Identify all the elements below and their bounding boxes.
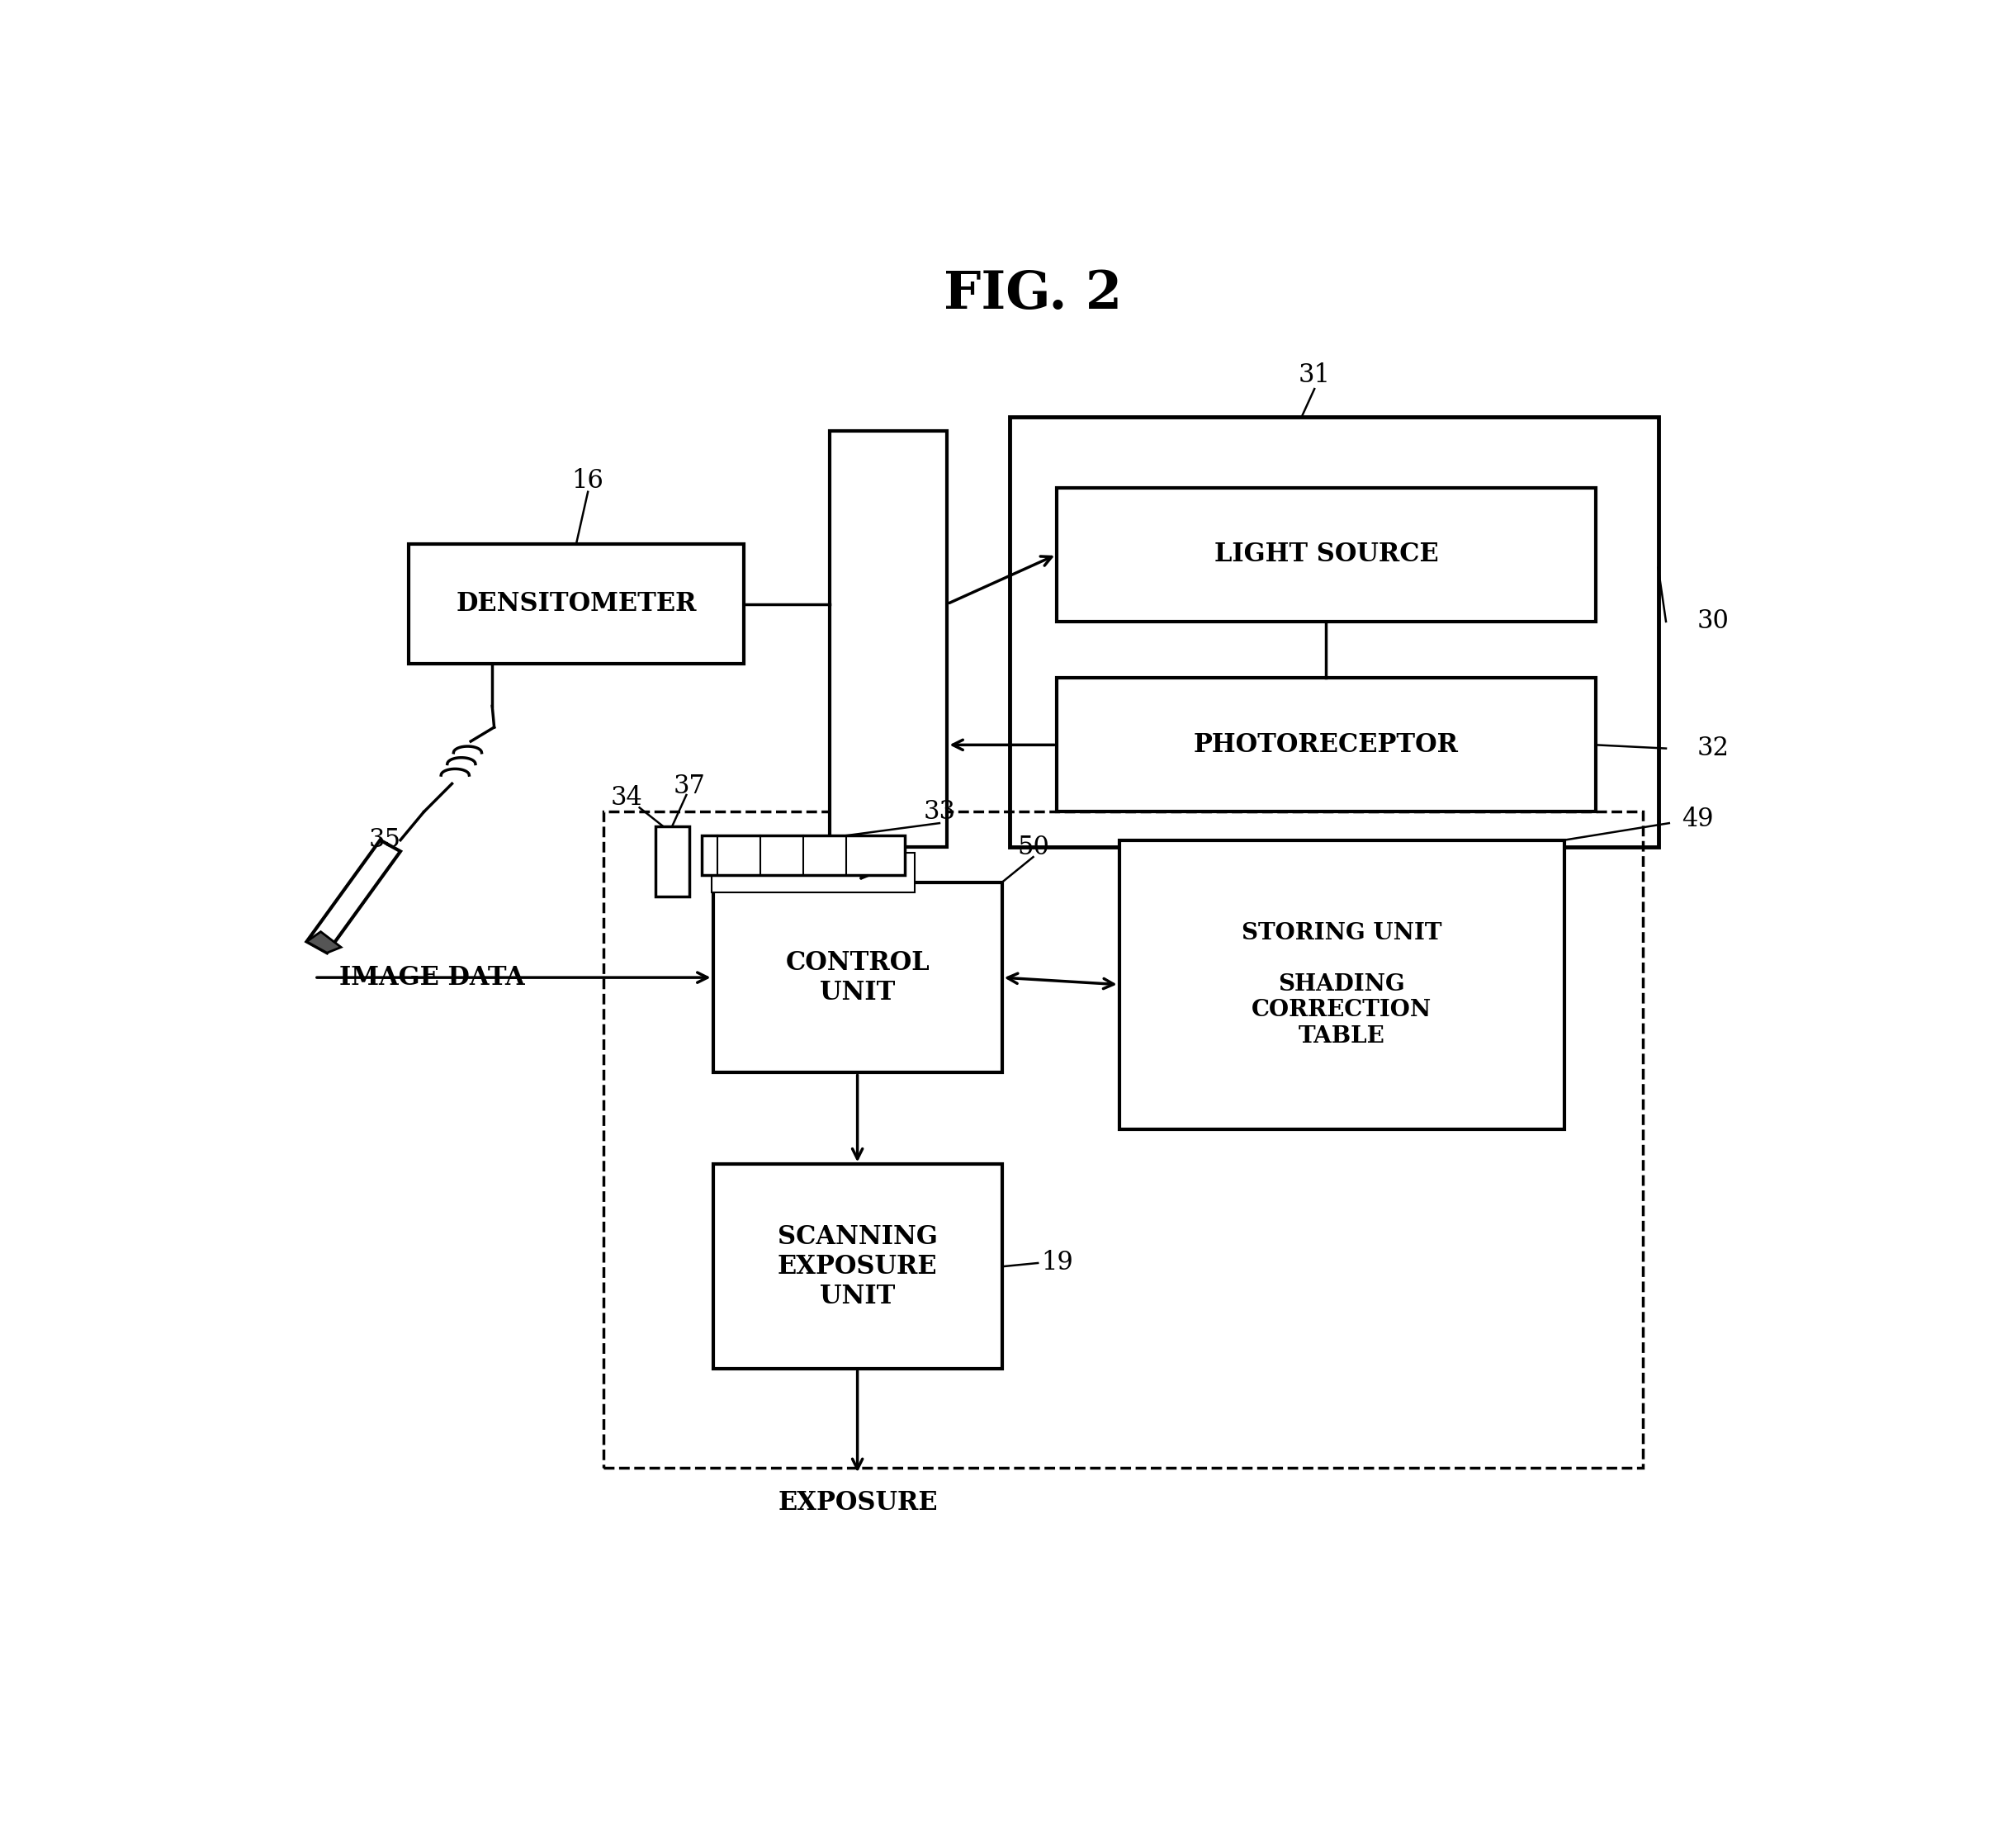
Polygon shape <box>306 840 401 952</box>
Text: 49: 49 <box>1681 806 1714 831</box>
Bar <box>603 811 1643 1467</box>
Text: 35: 35 <box>369 828 401 853</box>
Bar <box>831 432 948 848</box>
Text: 33: 33 <box>923 798 956 824</box>
Text: 30: 30 <box>1697 608 1730 634</box>
Text: 16: 16 <box>573 467 605 493</box>
Text: CONTROL
UNIT: CONTROL UNIT <box>786 950 929 1005</box>
Text: STORING UNIT

SHADING
CORRECTION
TABLE: STORING UNIT SHADING CORRECTION TABLE <box>1242 923 1441 1047</box>
Text: DENSITOMETER: DENSITOMETER <box>456 591 696 617</box>
Text: 37: 37 <box>673 775 706 800</box>
Text: 19: 19 <box>1040 1251 1073 1276</box>
Bar <box>1010 417 1659 848</box>
Bar <box>1119 840 1564 1130</box>
Bar <box>1056 487 1597 621</box>
Text: FIG. 2: FIG. 2 <box>943 269 1123 319</box>
Bar <box>712 853 915 892</box>
Polygon shape <box>306 932 341 952</box>
Text: EXPOSURE: EXPOSURE <box>778 1490 937 1516</box>
Bar <box>702 835 905 875</box>
Bar <box>407 544 744 665</box>
Text: SCANNING
EXPOSURE
UNIT: SCANNING EXPOSURE UNIT <box>778 1225 937 1309</box>
Text: 31: 31 <box>1298 363 1331 388</box>
Text: LIGHT SOURCE: LIGHT SOURCE <box>1214 542 1437 568</box>
Text: 34: 34 <box>611 785 643 811</box>
Text: 32: 32 <box>1697 736 1730 762</box>
Bar <box>1056 677 1597 811</box>
Text: PHOTORECEPTOR: PHOTORECEPTOR <box>1193 732 1460 758</box>
Text: 50: 50 <box>1018 835 1048 861</box>
Bar <box>714 1165 1002 1370</box>
Bar <box>655 826 689 897</box>
Bar <box>714 883 1002 1073</box>
Text: IMAGE DATA: IMAGE DATA <box>339 965 524 991</box>
